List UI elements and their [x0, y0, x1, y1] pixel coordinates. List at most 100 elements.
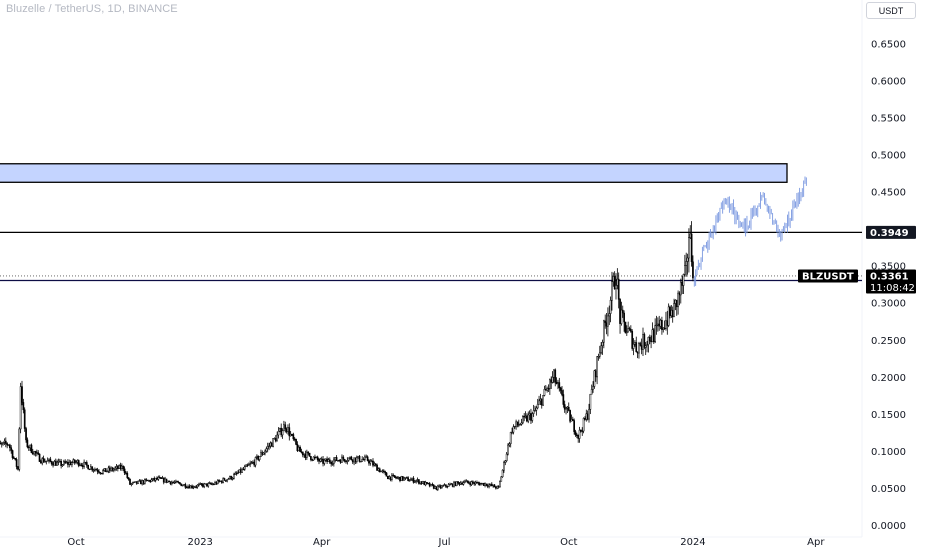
- candle: [520, 422, 523, 425]
- candle: [663, 327, 666, 330]
- candle: [385, 472, 388, 477]
- candle: [345, 460, 347, 463]
- candle: [627, 328, 629, 333]
- currency-button[interactable]: USDT: [866, 2, 916, 19]
- candle: [582, 418, 585, 432]
- candle: [674, 299, 677, 304]
- candle: [434, 486, 436, 489]
- candle: [570, 419, 573, 422]
- candle: [647, 336, 650, 345]
- candle: [339, 460, 342, 463]
- candle: [76, 460, 79, 463]
- candle: [651, 329, 654, 343]
- candle: [285, 428, 288, 432]
- candle: [79, 464, 81, 466]
- candle: [485, 483, 488, 486]
- candle: [319, 458, 322, 462]
- candle: [500, 476, 503, 482]
- candle: [600, 345, 602, 354]
- candle: [226, 479, 229, 482]
- candle: [318, 459, 320, 462]
- candle: [408, 480, 411, 482]
- candle: [428, 483, 431, 487]
- candle: [515, 421, 517, 427]
- candle: [9, 444, 11, 449]
- candle: [229, 475, 231, 480]
- candle: [458, 482, 461, 485]
- candle: [513, 425, 516, 428]
- candle: [37, 452, 40, 455]
- candle: [64, 461, 67, 464]
- candle: [225, 480, 227, 482]
- candle: [543, 389, 546, 396]
- candle: [523, 416, 526, 418]
- candle: [611, 281, 613, 301]
- candle: [692, 261, 694, 279]
- candle: [643, 334, 646, 348]
- candle: [288, 427, 291, 437]
- candle: [477, 482, 480, 484]
- candle: [183, 484, 185, 486]
- price-tick: 0.0000: [871, 521, 906, 532]
- candle: [558, 382, 561, 388]
- candle: [6, 443, 8, 446]
- candle: [216, 480, 219, 485]
- candle: [67, 461, 69, 465]
- candle: [419, 481, 422, 484]
- candle: [508, 443, 511, 446]
- candle: [117, 466, 119, 469]
- candle: [476, 482, 478, 484]
- time-axis: Oct 2023 Apr Jul Oct 2024 Apr: [67, 537, 825, 548]
- candle: [180, 483, 183, 487]
- candle: [330, 461, 332, 464]
- candle: [230, 475, 233, 480]
- candle: [233, 474, 235, 479]
- chart-title: Bluzelle / TetherUS, 1D, BINANCE: [6, 3, 178, 15]
- candle: [148, 480, 150, 482]
- candle: [678, 292, 681, 296]
- candle: [360, 461, 362, 463]
- candle: [295, 438, 297, 445]
- candle: [392, 474, 395, 477]
- candle: [539, 398, 542, 402]
- time-tick: Oct: [67, 537, 84, 548]
- candle: [268, 445, 270, 448]
- candle: [215, 482, 218, 485]
- candle: [353, 457, 355, 463]
- candle: [673, 303, 675, 318]
- candle: [293, 438, 296, 440]
- candle: [77, 460, 80, 466]
- candle: [463, 481, 466, 483]
- candle: [264, 450, 266, 454]
- candle: [45, 460, 48, 463]
- candle: [468, 482, 470, 484]
- candle: [577, 434, 580, 439]
- candle: [219, 480, 222, 483]
- candle: [212, 483, 215, 486]
- candle: [0, 443, 2, 445]
- candle: [459, 482, 462, 485]
- candle: [517, 424, 520, 426]
- candle: [327, 459, 330, 462]
- candle: [191, 485, 193, 488]
- candle: [671, 309, 674, 318]
- candle: [349, 456, 351, 459]
- candle: [57, 461, 60, 463]
- candle: [90, 466, 92, 470]
- candle: [608, 313, 611, 317]
- candle: [297, 446, 300, 451]
- candle: [644, 345, 647, 348]
- candle: [585, 413, 588, 420]
- candle: [377, 468, 380, 471]
- candle: [565, 408, 567, 410]
- candle: [538, 400, 540, 405]
- candle: [141, 480, 144, 485]
- candle: [685, 261, 688, 266]
- candle: [289, 434, 292, 437]
- candle: [571, 419, 574, 421]
- candle: [589, 393, 592, 410]
- candle: [107, 467, 110, 472]
- candle: [172, 482, 175, 484]
- candle: [133, 481, 135, 483]
